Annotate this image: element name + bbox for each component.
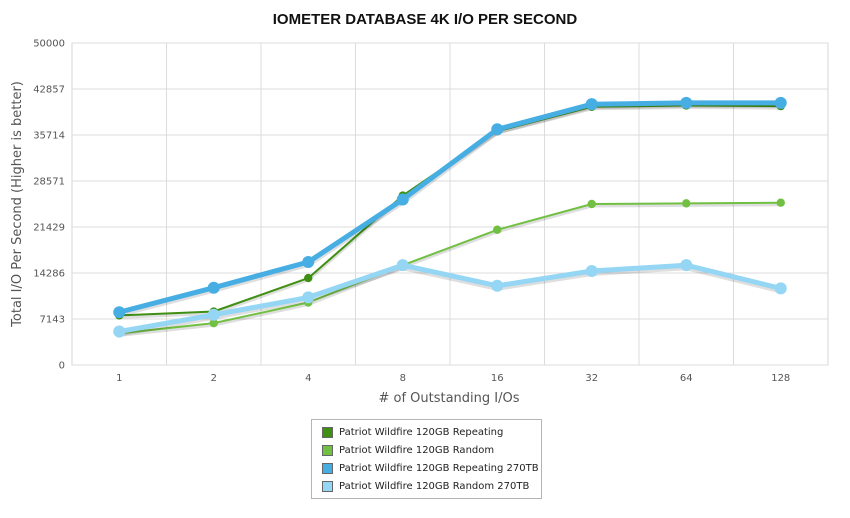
data-point — [207, 308, 220, 321]
data-point — [113, 306, 126, 319]
x-axis-label: # of Outstanding I/Os — [378, 391, 519, 406]
data-point — [774, 96, 787, 109]
data-point — [302, 291, 315, 304]
data-point — [774, 282, 787, 295]
x-tick-label: 128 — [771, 373, 790, 384]
data-point — [207, 281, 220, 294]
data-point — [587, 199, 596, 209]
series-line — [118, 262, 782, 334]
legend-swatch — [322, 480, 333, 492]
x-tick-label: 8 — [400, 373, 406, 384]
y-tick-label: 28571 — [33, 177, 65, 188]
series-3 — [113, 259, 787, 338]
x-tick-label: 1 — [116, 373, 122, 384]
y-axis-ticks: 0 7143 14286 21429 28571 35714 42857 50000 — [33, 39, 65, 372]
x-tick-label: 16 — [491, 373, 504, 384]
data-point — [493, 225, 502, 234]
legend-label: Patriot Wildfire 120GB Repeating — [339, 426, 504, 438]
data-point — [680, 96, 693, 109]
x-axis-ticks: 1 2 4 8 16 32 64 128 — [116, 373, 790, 384]
chart-title: IOMETER DATABASE 4K I/O PER SECOND — [273, 11, 578, 28]
data-point — [680, 259, 693, 272]
y-tick-label: 35714 — [33, 131, 65, 142]
data-point — [396, 193, 409, 206]
data-point — [585, 264, 598, 277]
y-tick-label: 50000 — [33, 39, 65, 50]
data-point — [396, 259, 409, 272]
legend-swatch — [322, 426, 333, 438]
series-line — [119, 201, 781, 335]
y-tick-label: 14286 — [33, 269, 65, 280]
data-point — [113, 325, 126, 338]
y-tick-label: 0 — [59, 361, 65, 372]
series-2 — [113, 96, 787, 319]
x-tick-label: 2 — [211, 373, 217, 384]
legend-swatch — [322, 444, 333, 456]
data-point — [491, 123, 504, 136]
series-lines — [113, 96, 787, 338]
data-point — [682, 199, 691, 208]
x-tick-label: 64 — [680, 373, 693, 384]
series-line — [118, 100, 781, 315]
data-point — [304, 273, 313, 283]
legend-item: Patriot Wildfire 120GB Random 270TB — [322, 477, 541, 495]
y-tick-label: 21429 — [33, 223, 65, 234]
x-tick-label: 32 — [585, 373, 598, 384]
y-tick-label: 7143 — [40, 315, 65, 326]
legend-item: Patriot Wildfire 120GB Random — [322, 441, 541, 459]
data-point — [776, 198, 785, 207]
legend-label: Patriot Wildfire 120GB Random 270TB — [339, 480, 530, 492]
data-point — [585, 98, 598, 111]
y-tick-label: 42857 — [33, 85, 65, 96]
data-point — [491, 279, 504, 292]
data-point — [302, 255, 315, 268]
legend-label: Patriot Wildfire 120GB Random — [339, 444, 495, 456]
legend-swatch — [322, 462, 333, 474]
x-tick-label: 4 — [305, 373, 311, 384]
data-point — [209, 318, 218, 328]
y-axis-label: Total I/O Per Second (Higher is better) — [10, 81, 25, 328]
legend-label: Patriot Wildfire 120GB Repeating 270TB — [339, 462, 539, 474]
series-shadow — [119, 203, 781, 337]
legend-item: Patriot Wildfire 120GB Repeating 270TB — [322, 459, 541, 477]
chart-legend: Patriot Wildfire 120GB Repeating Patriot … — [311, 419, 542, 499]
legend-item: Patriot Wildfire 120GB Repeating — [322, 423, 541, 441]
